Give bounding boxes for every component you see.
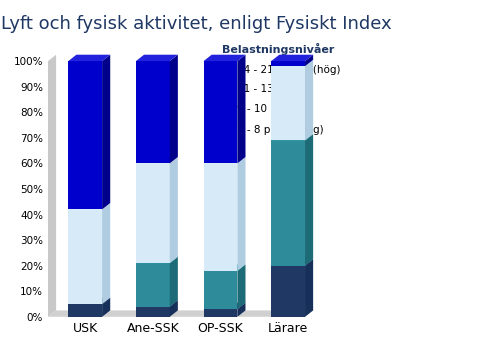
Polygon shape [136, 300, 178, 307]
Polygon shape [271, 60, 313, 66]
Polygon shape [204, 271, 238, 309]
Polygon shape [204, 264, 245, 271]
Polygon shape [136, 61, 170, 163]
Polygon shape [238, 264, 245, 309]
Polygon shape [204, 55, 245, 61]
Polygon shape [271, 55, 313, 61]
Polygon shape [170, 157, 178, 263]
Polygon shape [170, 257, 178, 307]
Polygon shape [170, 55, 178, 163]
Polygon shape [271, 266, 305, 317]
Polygon shape [238, 303, 245, 317]
Polygon shape [136, 157, 178, 163]
Polygon shape [204, 303, 245, 309]
Polygon shape [271, 140, 305, 266]
Polygon shape [68, 203, 110, 210]
Polygon shape [271, 66, 305, 140]
Polygon shape [271, 259, 313, 266]
Polygon shape [68, 304, 102, 317]
Polygon shape [204, 157, 245, 163]
Polygon shape [68, 61, 102, 210]
Polygon shape [204, 163, 238, 271]
Polygon shape [305, 134, 313, 266]
Polygon shape [238, 55, 245, 163]
Polygon shape [68, 55, 110, 61]
Polygon shape [102, 203, 110, 304]
Polygon shape [170, 300, 178, 317]
Polygon shape [271, 134, 313, 140]
Legend: 14 - 21 poäng (hög), 11 - 13 poäng, 9 - 10 poäng, 7 - 8 poäng (låg): 14 - 21 poäng (hög), 11 - 13 poäng, 9 - … [216, 43, 340, 135]
Polygon shape [305, 259, 313, 317]
Polygon shape [48, 55, 56, 317]
Polygon shape [48, 310, 313, 317]
Polygon shape [204, 61, 238, 163]
Polygon shape [102, 298, 110, 317]
Polygon shape [305, 60, 313, 140]
Polygon shape [136, 257, 178, 263]
Polygon shape [204, 309, 238, 317]
Polygon shape [136, 307, 170, 317]
Polygon shape [305, 55, 313, 66]
Polygon shape [136, 55, 178, 61]
Polygon shape [136, 163, 170, 263]
Polygon shape [68, 298, 110, 304]
Polygon shape [68, 210, 102, 304]
Polygon shape [136, 263, 170, 307]
Polygon shape [271, 61, 305, 66]
Title: Lyft och fysisk aktivitet, enligt Fysiskt Index: Lyft och fysisk aktivitet, enligt Fysisk… [1, 15, 392, 33]
Polygon shape [238, 157, 245, 271]
Polygon shape [102, 55, 110, 210]
